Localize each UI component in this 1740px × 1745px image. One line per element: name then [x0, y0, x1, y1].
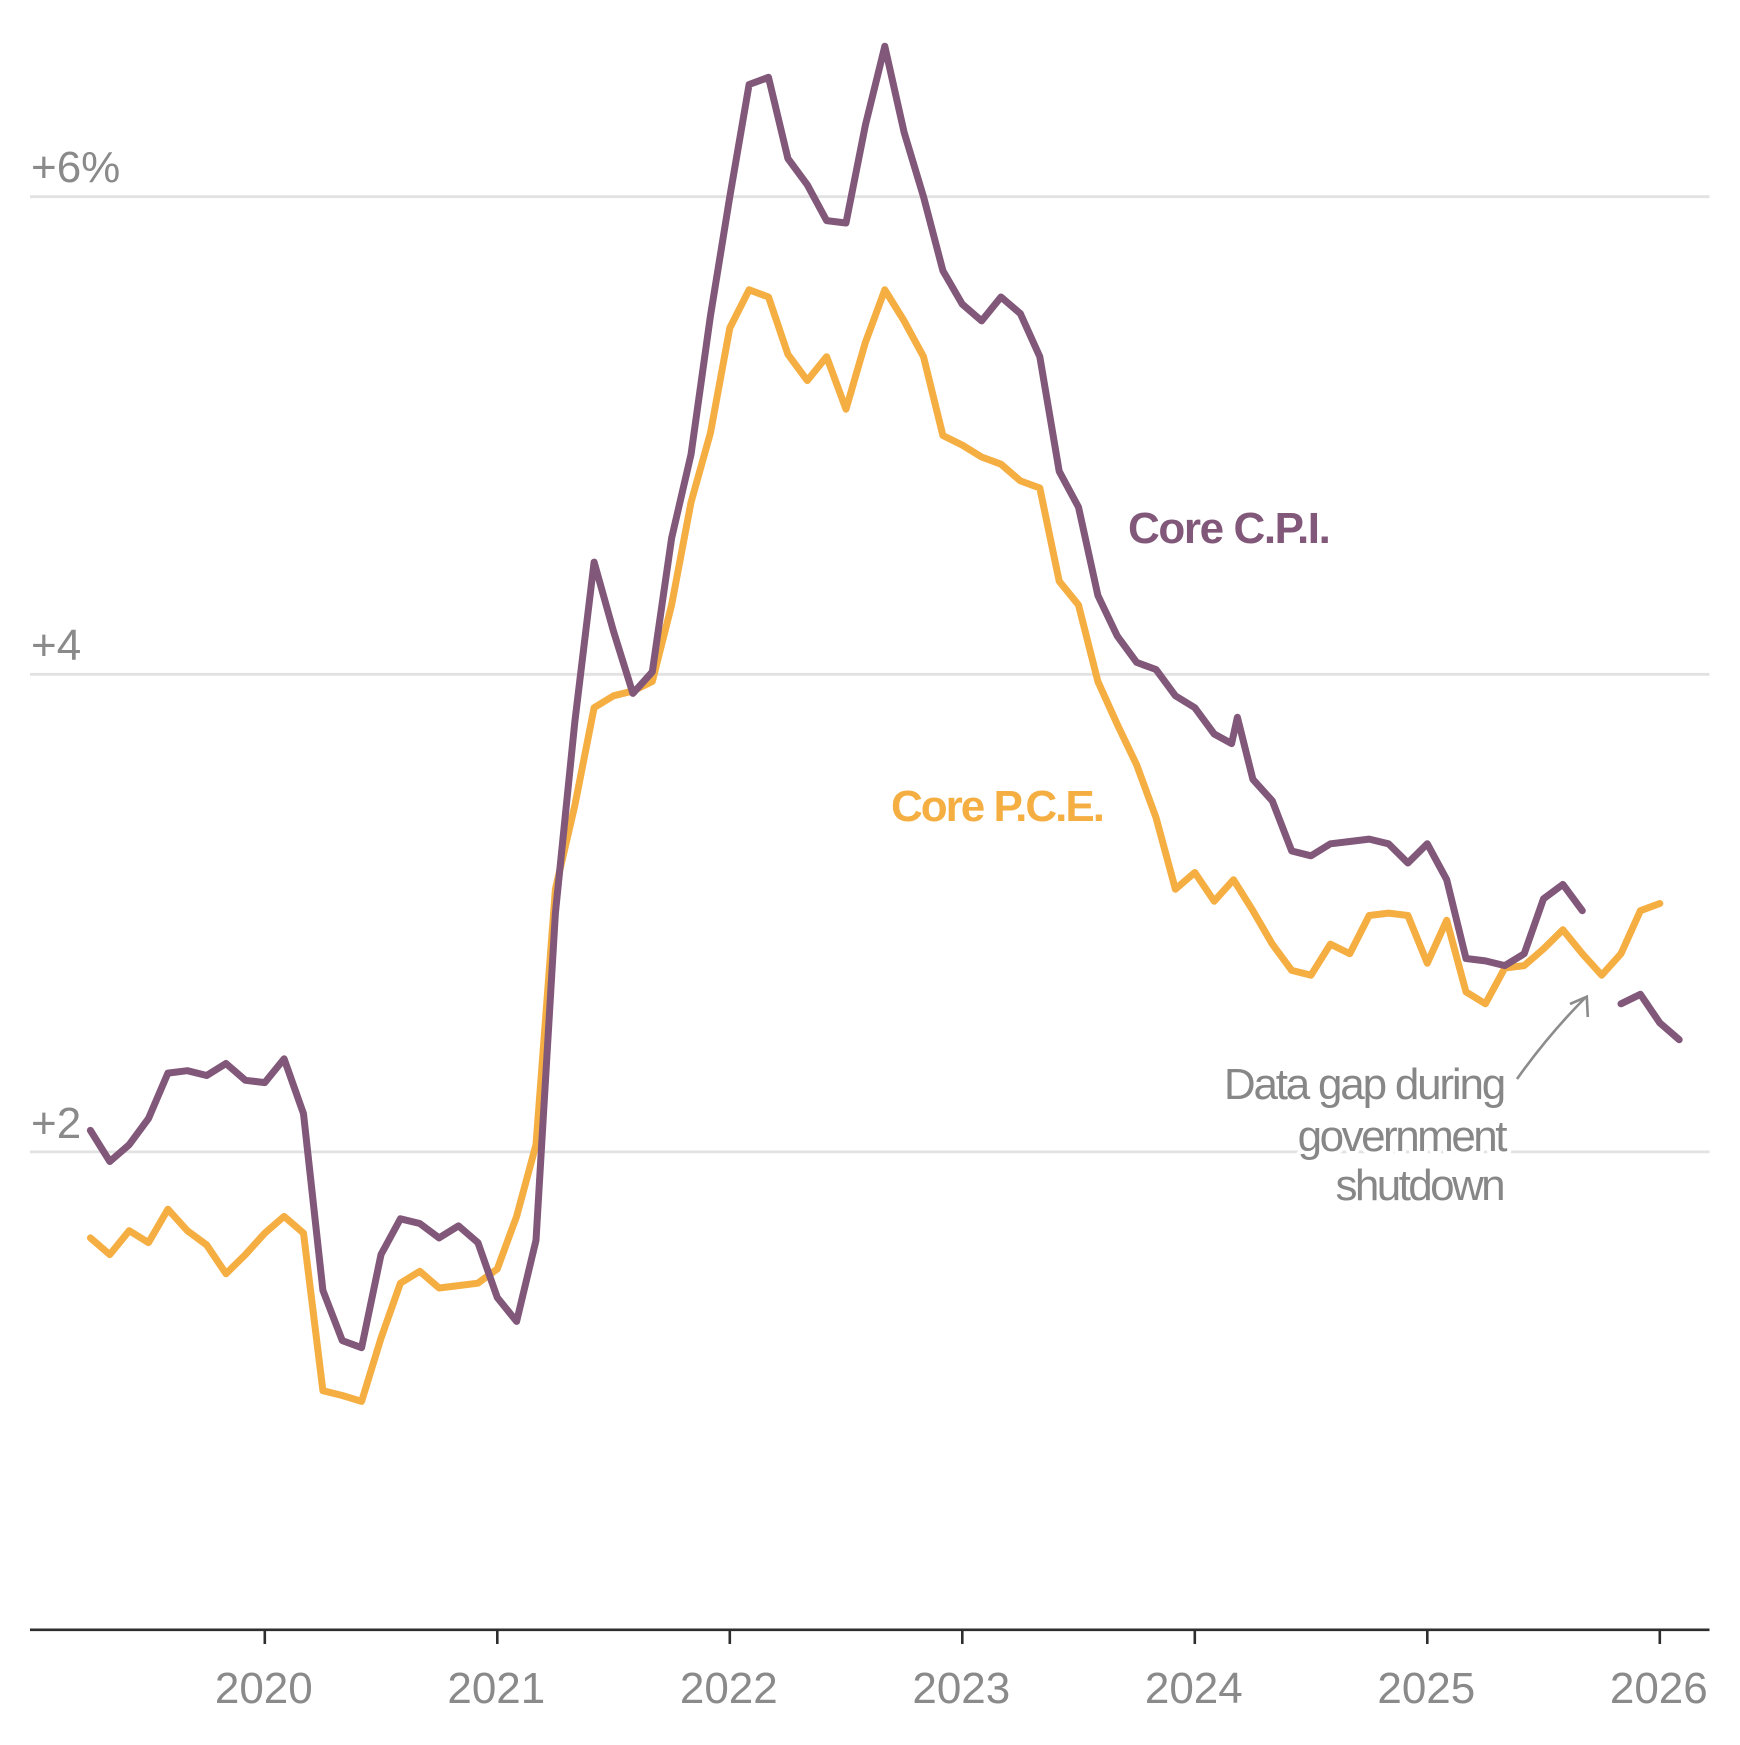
- svg-text:government: government: [1298, 1112, 1508, 1161]
- svg-text:+2: +2: [31, 1099, 81, 1148]
- svg-text:2021: 2021: [447, 1664, 545, 1713]
- svg-text:2023: 2023: [912, 1664, 1010, 1713]
- svg-text:+6%: +6%: [31, 143, 120, 192]
- svg-text:Core P.C.E.: Core P.C.E.: [891, 782, 1103, 831]
- svg-text:2022: 2022: [680, 1664, 778, 1713]
- svg-text:Data gap during: Data gap during: [1224, 1060, 1504, 1109]
- svg-text:2026: 2026: [1610, 1664, 1708, 1713]
- svg-text:Core C.P.I.: Core C.P.I.: [1128, 504, 1329, 553]
- svg-text:2024: 2024: [1145, 1664, 1243, 1713]
- svg-text:2025: 2025: [1377, 1664, 1475, 1713]
- svg-text:+4: +4: [31, 621, 81, 670]
- svg-text:shutdown: shutdown: [1335, 1161, 1503, 1210]
- svg-text:2020: 2020: [215, 1664, 313, 1713]
